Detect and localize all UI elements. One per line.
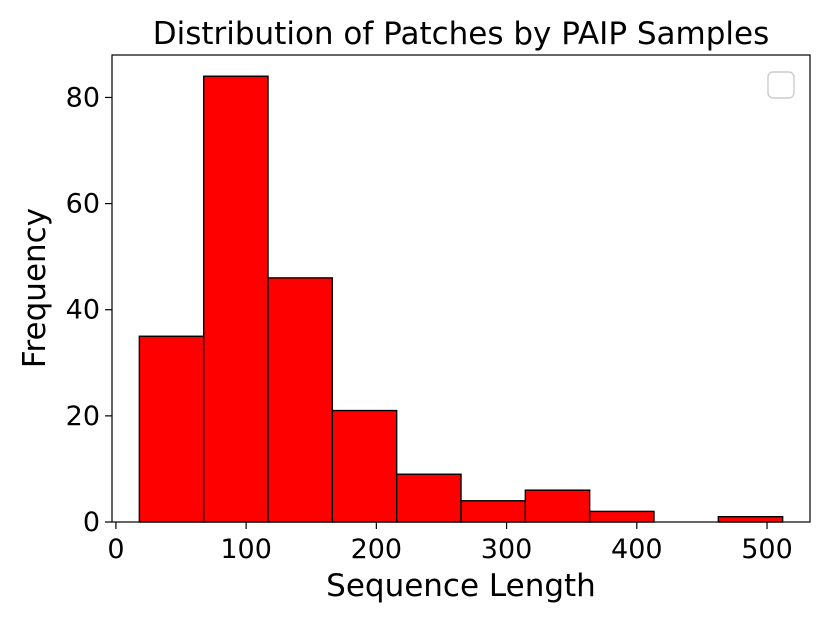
- y-tick-label: 80: [66, 82, 100, 113]
- legend-box: [767, 71, 795, 99]
- histogram-bar: [460, 500, 527, 523]
- histogram-bar: [331, 409, 398, 523]
- x-tick-label: 400: [611, 534, 663, 565]
- y-axis-ticks: 0 20 40 60 80: [66, 82, 112, 538]
- histogram-bar: [267, 277, 334, 523]
- y-axis-label: Frequency: [17, 208, 53, 368]
- y-tick-label: 60: [66, 189, 100, 220]
- histogram-bar: [588, 510, 655, 523]
- x-axis-label: Sequence Length: [326, 568, 596, 604]
- bars-group: [138, 75, 784, 523]
- y-tick-label: 20: [66, 401, 100, 432]
- x-tick-label: 100: [220, 534, 272, 565]
- y-tick-label: 0: [83, 507, 100, 538]
- x-tick-label: 500: [741, 534, 793, 565]
- x-tick-label: 200: [351, 534, 403, 565]
- histogram-bar: [717, 515, 784, 523]
- histogram-bar: [202, 75, 269, 523]
- x-tick-label: 300: [481, 534, 533, 565]
- chart-title: Distribution of Patches by PAIP Samples: [153, 16, 770, 52]
- histogram-bar: [395, 473, 462, 523]
- histogram-bar: [138, 335, 205, 523]
- x-axis-ticks: 0 100 200 300 400 500: [107, 522, 793, 565]
- histogram-bar: [524, 489, 591, 523]
- y-tick-label: 40: [66, 295, 100, 326]
- x-tick-label: 0: [107, 534, 124, 565]
- plot-frame: [111, 54, 811, 523]
